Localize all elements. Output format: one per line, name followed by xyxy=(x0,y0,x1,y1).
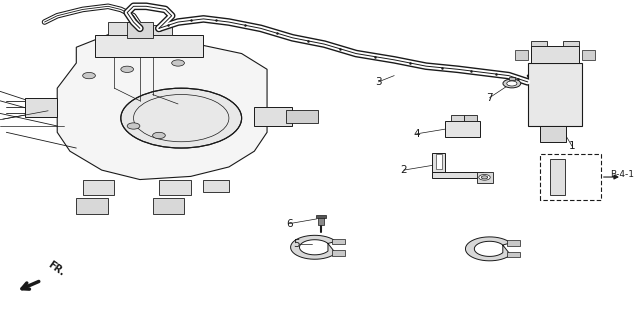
Text: 2: 2 xyxy=(401,165,407,175)
Polygon shape xyxy=(464,115,477,121)
Polygon shape xyxy=(26,98,57,117)
Circle shape xyxy=(121,66,134,72)
Polygon shape xyxy=(563,41,579,46)
Polygon shape xyxy=(477,172,493,183)
Polygon shape xyxy=(582,50,595,60)
Text: 4: 4 xyxy=(413,129,420,139)
Polygon shape xyxy=(333,239,345,244)
Polygon shape xyxy=(531,41,547,46)
Circle shape xyxy=(152,132,165,139)
Text: 3: 3 xyxy=(375,77,381,87)
Polygon shape xyxy=(550,159,564,195)
Polygon shape xyxy=(204,180,229,192)
Circle shape xyxy=(121,88,242,148)
Polygon shape xyxy=(254,107,292,126)
Polygon shape xyxy=(508,240,520,246)
Circle shape xyxy=(481,176,488,179)
Polygon shape xyxy=(95,35,204,57)
Polygon shape xyxy=(291,235,335,259)
Polygon shape xyxy=(316,215,326,218)
Polygon shape xyxy=(433,153,445,172)
Text: 5: 5 xyxy=(294,239,300,249)
Polygon shape xyxy=(108,22,134,35)
Polygon shape xyxy=(528,63,582,126)
Text: FR.: FR. xyxy=(47,259,67,278)
Circle shape xyxy=(503,79,521,88)
Polygon shape xyxy=(509,77,515,80)
Polygon shape xyxy=(83,180,115,195)
Circle shape xyxy=(479,175,490,180)
Polygon shape xyxy=(515,50,528,60)
Polygon shape xyxy=(531,46,579,63)
Polygon shape xyxy=(159,180,191,195)
Polygon shape xyxy=(436,154,442,169)
Polygon shape xyxy=(333,250,345,256)
Text: 1: 1 xyxy=(569,141,575,152)
Polygon shape xyxy=(433,172,483,178)
Polygon shape xyxy=(451,115,464,121)
Polygon shape xyxy=(445,121,480,137)
Polygon shape xyxy=(318,217,324,225)
Polygon shape xyxy=(76,198,108,214)
Polygon shape xyxy=(57,35,267,180)
Polygon shape xyxy=(152,198,184,214)
Polygon shape xyxy=(127,22,152,38)
Text: 6: 6 xyxy=(286,219,292,229)
Polygon shape xyxy=(508,252,520,257)
Polygon shape xyxy=(152,25,172,35)
Circle shape xyxy=(83,72,95,79)
Text: 7: 7 xyxy=(486,93,493,103)
Polygon shape xyxy=(465,237,511,261)
Polygon shape xyxy=(540,126,566,142)
Circle shape xyxy=(127,123,140,129)
Circle shape xyxy=(507,81,517,86)
Circle shape xyxy=(172,60,184,66)
Polygon shape xyxy=(286,110,318,123)
Text: B-4-1: B-4-1 xyxy=(611,170,634,179)
